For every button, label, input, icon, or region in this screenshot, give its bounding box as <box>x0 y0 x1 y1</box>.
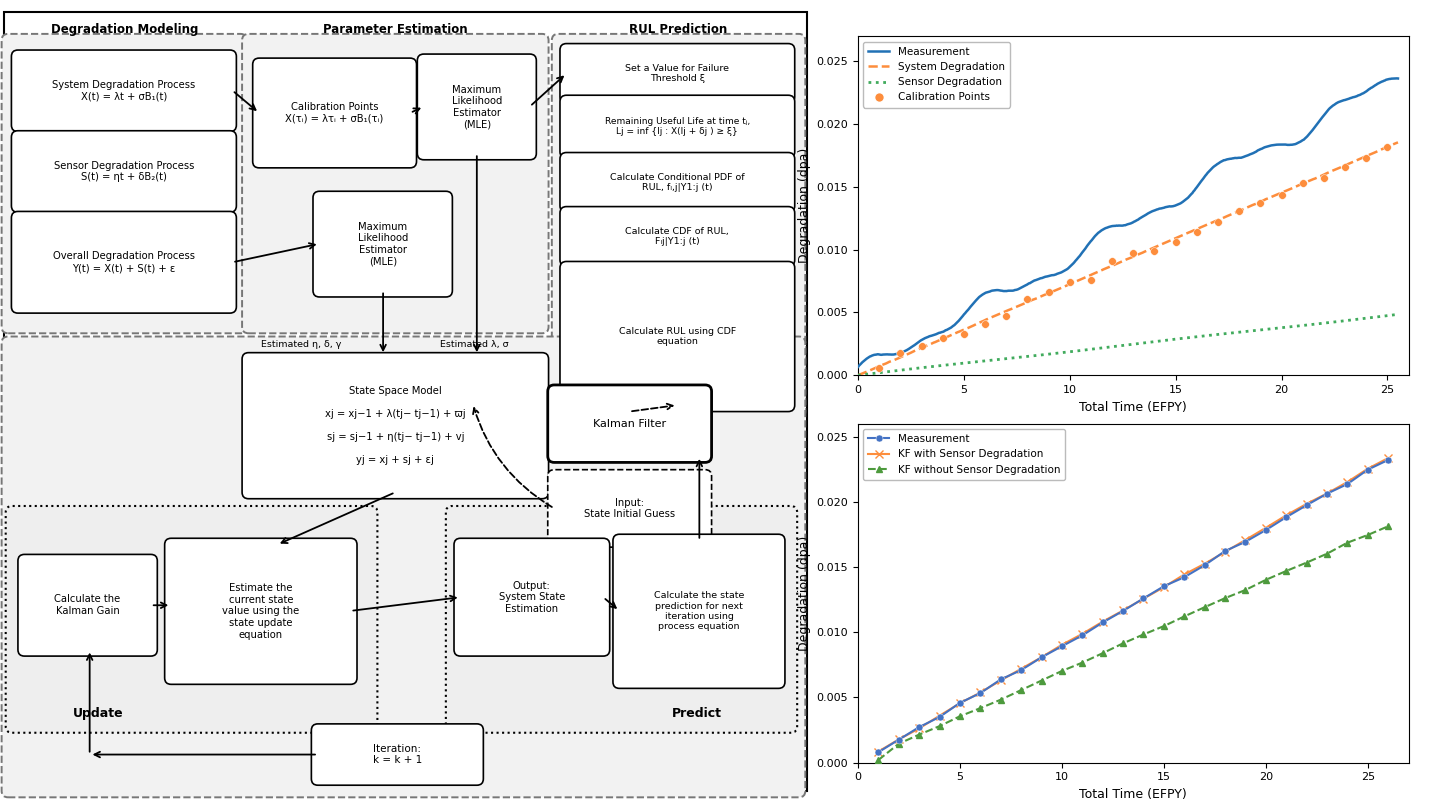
Text: Estimated η, δ, γ: Estimated η, δ, γ <box>260 340 342 349</box>
Y-axis label: Degradation (dpa): Degradation (dpa) <box>798 148 811 263</box>
FancyBboxPatch shape <box>561 95 795 158</box>
FancyBboxPatch shape <box>552 34 805 418</box>
FancyBboxPatch shape <box>312 724 483 785</box>
Text: Update: Update <box>73 707 123 720</box>
Text: Degradation Modeling: Degradation Modeling <box>50 23 197 36</box>
Text: Parameter Estimation: Parameter Estimation <box>323 23 468 36</box>
FancyBboxPatch shape <box>561 207 795 266</box>
Text: State Space Model

xj = xj−1 + λ(tj− tj−1) + ϖj

sj = sj−1 + η(tj− tj−1) + vj

y: State Space Model xj = xj−1 + λ(tj− tj−1… <box>325 386 466 466</box>
Text: Kalman Filter: Kalman Filter <box>593 419 666 429</box>
FancyBboxPatch shape <box>613 534 785 688</box>
Text: Iteration:
k = k + 1: Iteration: k = k + 1 <box>373 744 422 765</box>
Legend: Measurement, System Degradation, Sensor Degradation, Calibration Points: Measurement, System Degradation, Sensor … <box>864 41 1010 107</box>
Text: Set a Value for Failure
Threshold ξ: Set a Value for Failure Threshold ξ <box>625 64 729 83</box>
FancyBboxPatch shape <box>548 470 712 547</box>
Text: Output:
System State
Estimation: Output: System State Estimation <box>499 580 565 614</box>
Text: Calculate RUL using CDF
equation: Calculate RUL using CDF equation <box>619 327 736 346</box>
FancyBboxPatch shape <box>11 50 236 132</box>
FancyBboxPatch shape <box>11 131 236 212</box>
FancyBboxPatch shape <box>561 261 795 412</box>
Text: Calculate Conditional PDF of
RUL, fₗ,j|Y1:j (t): Calculate Conditional PDF of RUL, fₗ,j|Y… <box>611 173 745 192</box>
FancyBboxPatch shape <box>561 44 795 103</box>
FancyBboxPatch shape <box>6 506 378 733</box>
FancyBboxPatch shape <box>11 211 236 313</box>
FancyBboxPatch shape <box>446 506 797 733</box>
FancyBboxPatch shape <box>1 34 247 333</box>
FancyBboxPatch shape <box>4 12 807 791</box>
FancyBboxPatch shape <box>19 554 157 656</box>
Text: Estimate the
current state
value using the
state update
equation: Estimate the current state value using t… <box>222 583 299 639</box>
Text: Calculate CDF of RUL,
Fₗj|Y1:j (t): Calculate CDF of RUL, Fₗj|Y1:j (t) <box>625 227 729 246</box>
Text: Sensor Degradation Process
S(t) = ηt + δB₂(t): Sensor Degradation Process S(t) = ηt + δ… <box>54 161 194 182</box>
Y-axis label: Degradation (dpa): Degradation (dpa) <box>798 536 811 650</box>
FancyBboxPatch shape <box>242 353 549 499</box>
FancyBboxPatch shape <box>242 34 549 333</box>
Text: System Degradation Process
X(t) = λt + σB₁(t): System Degradation Process X(t) = λt + σ… <box>53 80 196 102</box>
Text: Overall Degradation Process
Y(t) = X(t) + S(t) + ε: Overall Degradation Process Y(t) = X(t) … <box>53 252 194 273</box>
X-axis label: Total Time (EFPY): Total Time (EFPY) <box>1080 400 1187 413</box>
Text: Estimated λ, σ: Estimated λ, σ <box>440 340 509 349</box>
Text: RUL Prediction: RUL Prediction <box>629 23 728 36</box>
Text: Calculate the
Kalman Gain: Calculate the Kalman Gain <box>54 595 120 616</box>
Text: Calibration Points
X(τᵢ) = λτᵢ + σB₁(τᵢ): Calibration Points X(τᵢ) = λτᵢ + σB₁(τᵢ) <box>286 102 383 123</box>
Legend: Measurement, KF with Sensor Degradation, KF without Sensor Degradation: Measurement, KF with Sensor Degradation,… <box>864 429 1065 479</box>
FancyBboxPatch shape <box>548 385 712 462</box>
Text: Maximum
Likelihood
Estimator
(MLE): Maximum Likelihood Estimator (MLE) <box>452 85 502 129</box>
FancyBboxPatch shape <box>313 191 452 297</box>
Text: Input:
State Initial Guess: Input: State Initial Guess <box>583 498 675 519</box>
Text: Maximum
Likelihood
Estimator
(MLE): Maximum Likelihood Estimator (MLE) <box>358 222 408 266</box>
FancyBboxPatch shape <box>164 538 358 684</box>
FancyBboxPatch shape <box>453 538 609 656</box>
FancyBboxPatch shape <box>1 337 805 797</box>
Text: Predict: Predict <box>672 707 722 720</box>
FancyBboxPatch shape <box>561 153 795 212</box>
FancyBboxPatch shape <box>418 54 536 160</box>
Text: Remaining Useful Life at time tⱼ,
Lj = inf {lj : X(lj + δj ) ≥ ξ}: Remaining Useful Life at time tⱼ, Lj = i… <box>605 117 749 136</box>
X-axis label: Total Time (EFPY): Total Time (EFPY) <box>1080 788 1187 801</box>
Text: Calculate the state
prediction for next
iteration using
process equation: Calculate the state prediction for next … <box>654 592 744 631</box>
FancyBboxPatch shape <box>253 58 416 168</box>
